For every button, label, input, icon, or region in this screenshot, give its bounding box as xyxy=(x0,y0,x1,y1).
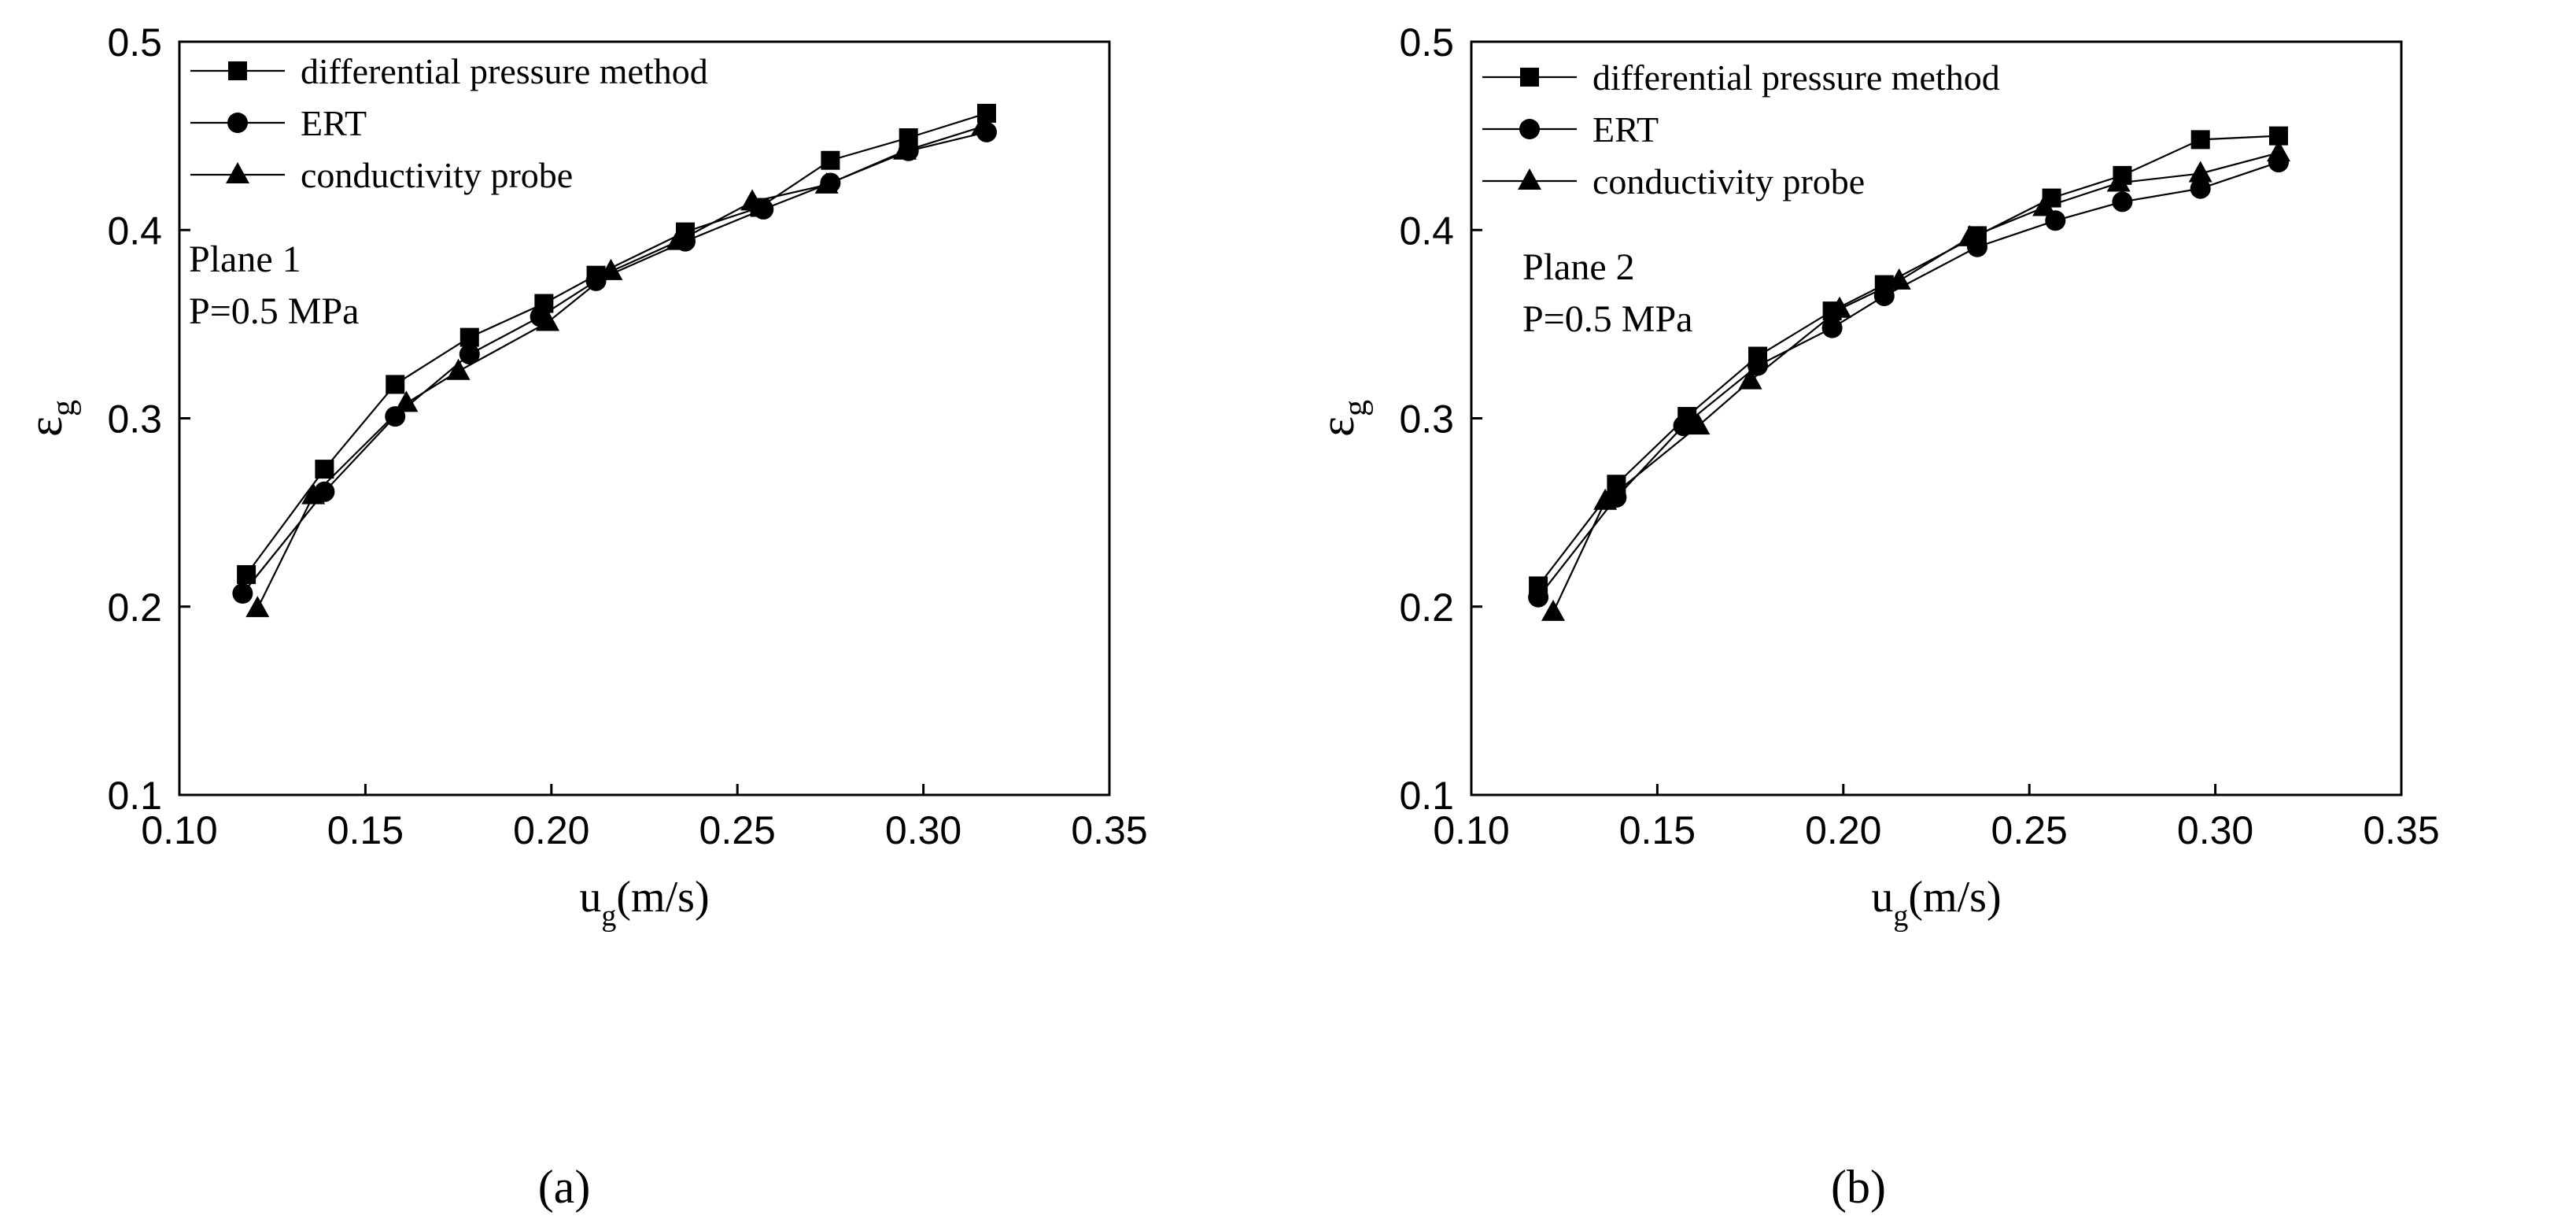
x-tick-label: 0.30 xyxy=(2177,808,2253,852)
y-tick-label: 0.2 xyxy=(1399,586,1454,630)
legend: differential pressure method ERT conductiv… xyxy=(1482,57,2000,201)
series-line xyxy=(1552,152,2279,613)
y-tick-label: 0.5 xyxy=(107,20,162,65)
x-tick-label: 0.15 xyxy=(327,808,404,852)
series-line xyxy=(242,131,987,594)
data-point-square xyxy=(2190,130,2210,150)
legend-label: differential pressure method xyxy=(1592,57,2000,98)
y-tick-label: 0.4 xyxy=(1399,209,1454,253)
data-point-triangle xyxy=(245,596,270,618)
data-point-square xyxy=(386,375,405,394)
data-point-triangle xyxy=(740,189,765,211)
annotation-text: Plane 1 xyxy=(189,238,301,280)
chart-panel-a: 0.10 0.15 0.20 0.25 0.30 0.35 0.1 0.2 0.3 0.4 0.5 u… xyxy=(19,20,1148,1213)
x-axis-title: ug(m/s) xyxy=(579,873,709,933)
x-tick-label: 0.20 xyxy=(1805,808,1881,852)
data-point-triangle xyxy=(446,358,471,380)
data-point-triangle xyxy=(2032,194,2057,216)
data-point-square xyxy=(315,460,334,479)
chart-panel-b: 0.10 0.15 0.20 0.25 0.30 0.35 0.1 0.2 0.3 0.4 0.5 u… xyxy=(1311,20,2440,1213)
series-line xyxy=(256,125,984,609)
x-axis-title: ug(m/s) xyxy=(1871,873,2001,933)
x-tick-label: 0.30 xyxy=(885,808,961,852)
x-tick-label: 0.35 xyxy=(2363,808,2439,852)
data-point-triangle xyxy=(394,390,419,412)
data-point-circle xyxy=(585,270,607,291)
y-tick-label: 0.1 xyxy=(107,774,162,818)
y-tick-label: 0.2 xyxy=(107,586,162,630)
data-point-triangle xyxy=(1593,488,1618,510)
data-point-triangle xyxy=(1738,368,1762,390)
x-tick-label: 0.25 xyxy=(699,808,776,852)
data-point-triangle xyxy=(2106,170,2131,192)
plot-frame xyxy=(1470,40,2403,796)
annotation-text: P=0.5 MPa xyxy=(189,290,359,332)
data-point-triangle xyxy=(814,172,839,194)
series-line xyxy=(1537,161,2279,598)
annotation-text: P=0.5 MPa xyxy=(1522,298,1692,340)
data-point-triangle xyxy=(2188,161,2212,183)
data-point-triangle xyxy=(599,258,623,280)
data-point-triangle xyxy=(1887,268,1911,290)
data-point-circle xyxy=(1528,586,1549,608)
data-point-circle xyxy=(2190,178,2211,199)
legend: differential pressure method ERT conductiv… xyxy=(190,51,708,195)
legend-marker-square xyxy=(228,61,247,80)
x-tick-label: 0.25 xyxy=(1991,808,2068,852)
data-point-circle xyxy=(459,344,480,365)
series-triangle xyxy=(1541,140,2290,621)
data-point-triangle xyxy=(2266,140,2290,162)
annotation-text: Plane 2 xyxy=(1522,246,1635,288)
y-axis-title: εg xyxy=(19,400,82,437)
data-point-triangle xyxy=(1541,599,1566,621)
legend-label: ERT xyxy=(1592,109,1659,150)
series-circle xyxy=(1528,152,2289,608)
y-tick-label: 0.3 xyxy=(1399,397,1454,442)
x-tick-label: 0.15 xyxy=(1619,808,1696,852)
data-point-circle xyxy=(2112,191,2133,213)
legend-marker-circle xyxy=(1519,119,1540,139)
legend-marker-circle xyxy=(227,113,248,133)
data-point-triangle xyxy=(1958,224,1982,246)
x-tick-label: 0.35 xyxy=(1071,808,1147,852)
data-point-square xyxy=(821,150,840,170)
data-point-triangle xyxy=(666,228,690,250)
data-point-triangle xyxy=(301,482,326,504)
y-axis-title: εg xyxy=(1311,400,1374,437)
y-tick-label: 0.5 xyxy=(1399,20,1454,65)
legend-marker-square xyxy=(1520,68,1539,87)
y-tick-label: 0.1 xyxy=(1399,774,1454,818)
x-tick-label: 0.10 xyxy=(1433,808,1509,852)
x-tick-label: 0.20 xyxy=(513,808,589,852)
legend-label: conductivity probe xyxy=(301,155,573,195)
y-tick-label: 0.3 xyxy=(107,397,162,442)
series-line xyxy=(1537,135,2279,587)
data-point-triangle xyxy=(1686,413,1711,435)
data-point-triangle xyxy=(1828,296,1852,318)
panel-label: (a) xyxy=(538,1161,591,1213)
data-point-triangle xyxy=(892,138,917,160)
legend-marker-triangle xyxy=(1518,168,1541,190)
data-point-triangle xyxy=(536,309,560,331)
series-triangle xyxy=(245,113,995,618)
legend-label: differential pressure method xyxy=(301,51,708,91)
data-point-square xyxy=(459,327,479,347)
x-tick-label: 0.10 xyxy=(141,808,217,852)
legend-marker-triangle xyxy=(226,162,249,183)
panel-label: (b) xyxy=(1831,1161,1886,1213)
data-point-circle xyxy=(1821,317,1843,338)
data-point-triangle xyxy=(971,113,995,135)
legend-label: ERT xyxy=(301,103,367,143)
y-tick-label: 0.4 xyxy=(107,209,162,253)
legend-label: conductivity probe xyxy=(1592,161,1865,201)
data-point-circle xyxy=(232,583,253,604)
